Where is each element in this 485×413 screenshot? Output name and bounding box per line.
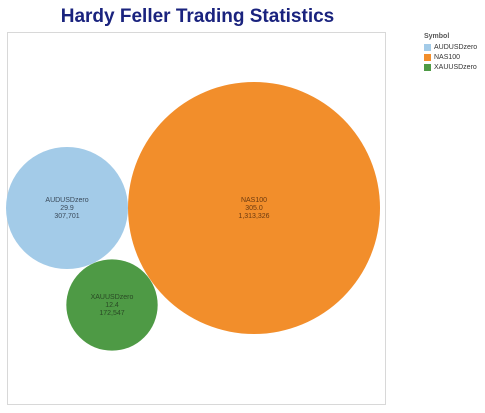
legend-swatch-audusdzero — [424, 43, 431, 51]
bubble-label-audusdzero-0: AUDUSDzero — [45, 197, 88, 204]
bubble-label-nas100-2: 1,313,326 — [238, 213, 269, 220]
legend-title: Symbol — [424, 33, 450, 40]
bubble-label-audusdzero-2: 307,701 — [54, 213, 79, 220]
legend: Symbol AUDUSDzero NAS100 XAUUSDzero — [424, 33, 477, 72]
bubble-label-nas100-1: 305.0 — [245, 205, 263, 212]
legend-item-audusdzero[interactable]: AUDUSDzero — [424, 42, 477, 52]
legend-swatch-nas100 — [424, 53, 431, 61]
bubble-label-xauusdzero-2: 172,547 — [99, 310, 124, 317]
bubble-label-xauusdzero-1: 12.4 — [105, 302, 119, 309]
legend-item-xauusdzero[interactable]: XAUUSDzero — [424, 62, 477, 72]
bubble-label-xauusdzero-0: XAUUSDzero — [91, 294, 134, 301]
bubble-xauusdzero[interactable] — [66, 259, 158, 351]
bubble-label-audusdzero-1: 29.9 — [60, 205, 74, 212]
chart-title: Hardy Feller Trading Statistics — [60, 6, 335, 27]
legend-label-nas100: NAS100 — [434, 53, 461, 61]
legend-swatch-xauusdzero — [424, 63, 431, 71]
legend-label-audusdzero: AUDUSDzero — [434, 43, 478, 51]
bubble-label-nas100-0: NAS100 — [241, 197, 267, 204]
bubble-nas100[interactable] — [128, 82, 380, 334]
legend-item-nas100[interactable]: NAS100 — [424, 52, 477, 62]
bubble-audusdzero[interactable] — [6, 147, 128, 269]
legend-label-xauusdzero: XAUUSDzero — [434, 63, 477, 71]
